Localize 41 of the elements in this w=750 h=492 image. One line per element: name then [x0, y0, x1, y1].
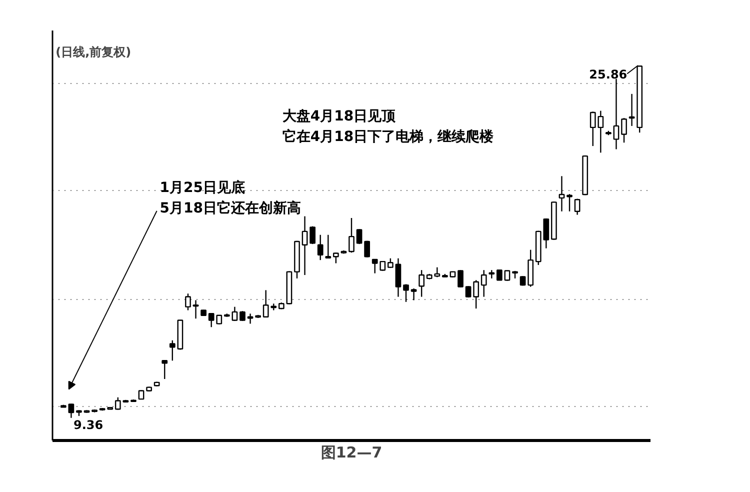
candlestick	[628, 93, 635, 127]
candlestick	[504, 270, 510, 282]
candlestick	[332, 252, 339, 264]
candlestick	[458, 269, 464, 288]
candlestick	[566, 193, 572, 212]
candlestick	[410, 288, 417, 301]
candlestick	[473, 280, 480, 310]
annotation: 25.86	[589, 68, 628, 82]
candlestick	[169, 340, 176, 362]
candlestick	[317, 234, 324, 261]
candlestick	[240, 310, 246, 322]
annotation: 大盘4月18日见顶	[282, 108, 397, 124]
annotation: 9.36	[74, 418, 104, 432]
annotation: 5月18日它还在创新高	[160, 200, 301, 217]
text: (日线,前复权)	[56, 44, 132, 59]
candlestick	[613, 78, 620, 150]
candlestick	[185, 292, 191, 311]
candlestick	[465, 286, 472, 298]
candlestick	[302, 216, 308, 276]
candlestick	[364, 240, 370, 258]
caption: 图12—7	[320, 444, 382, 462]
candlestick	[192, 300, 199, 320]
candlestick	[68, 403, 74, 418]
candlestick	[558, 176, 565, 212]
candlestick	[403, 284, 409, 303]
annotation: 它在4月18日下了电梯，继续爬楼	[282, 128, 495, 145]
candlestick	[232, 306, 238, 322]
candlestick	[162, 360, 168, 380]
candlestick	[496, 269, 502, 281]
candlestick	[114, 396, 121, 410]
candlestick	[348, 217, 354, 254]
candlestick	[574, 198, 580, 216]
candlestick	[387, 258, 394, 269]
candlestick	[480, 269, 487, 298]
candlestick	[395, 258, 402, 298]
annotation: 1月25日见底	[160, 179, 245, 196]
candlestick	[356, 228, 362, 245]
candlestick	[488, 269, 495, 280]
candlestick	[621, 117, 627, 144]
candlestick	[418, 269, 425, 298]
candlestick	[325, 234, 332, 259]
